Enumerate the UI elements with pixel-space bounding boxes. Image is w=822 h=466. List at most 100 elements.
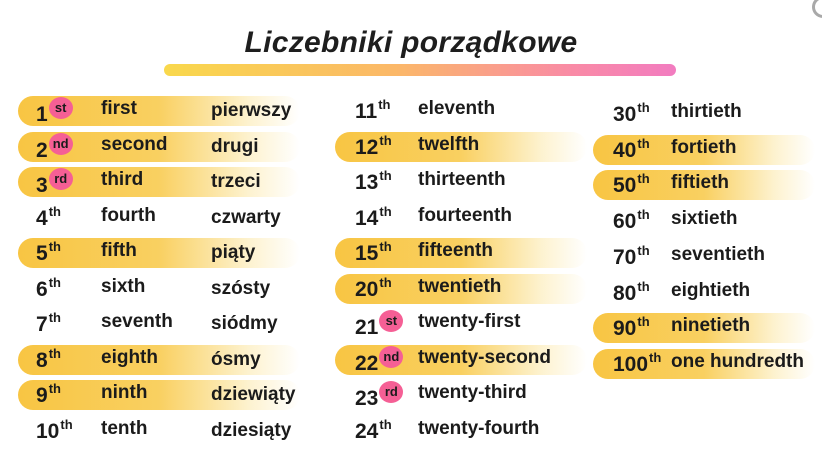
english-word: twentieth [418,275,502,297]
suffix-dot-badge: st [48,97,73,119]
row-highlight [593,170,815,201]
english-word: twenty-third [418,382,527,403]
ordinal-number: 5th [36,239,61,266]
ordinal-number: 11th [355,97,390,124]
polish-word: pierwszy [211,100,292,121]
ordinal-number: 70th [613,243,650,270]
english-word: twenty-first [418,311,521,332]
ordinal-row: 24th twenty-fourth [335,416,587,446]
ordinal-suffix: th [379,274,392,290]
ordinal-digits: 15 [355,242,379,265]
ordinal-number: 80th [613,279,650,306]
ordinal-row: 80th eightieth [593,278,815,308]
polish-word: szósty [211,277,271,299]
english-word: second [101,133,168,155]
ordinal-row: 90th ninetieth [593,313,815,344]
english-word: thirtieth [671,101,742,122]
ordinal-suffix: th [637,242,650,258]
suffix-dot-badge: st [379,310,404,332]
polish-word: dziewiąty [211,384,296,405]
ordinal-digits: 90 [613,317,637,341]
ordinal-suffix: th [637,171,650,187]
ordinal-digits: 4 [36,206,48,230]
ordinal-digits: 23 [355,387,379,410]
english-word: ninetieth [671,315,751,337]
ordinal-number: 10th [36,417,73,444]
ordinal-number: 100th [613,350,661,377]
english-word: eighth [101,346,158,368]
ordinal-row: 13th thirteenth [335,167,587,197]
english-word: one hundredth [671,350,804,372]
ordinal-suffix: nd [379,345,404,368]
ordinal-suffix: th [379,416,392,432]
ordinal-suffix: rd [379,381,404,403]
ordinal-number: 90th [613,314,650,341]
ordinal-suffix: th [649,349,662,365]
english-word: third [101,169,144,190]
ordinal-row: 60th sixtieth [593,206,815,236]
ordinal-suffix: rd [48,168,73,190]
ordinal-number: 8th [36,346,61,373]
ordinal-number: 4th [36,204,61,231]
ordinal-suffix: th [379,239,392,254]
ordinal-suffix: th [637,135,650,151]
ordinal-digits: 1 [36,103,48,126]
row-highlight [18,238,300,268]
english-word: tenth [101,417,148,439]
corner-circle-icon [812,0,822,18]
suffix-dot-badge: rd [48,168,73,190]
row-highlight [335,131,587,162]
ordinal-digits: 40 [613,138,637,162]
ordinal-digits: 24 [355,419,379,443]
ordinal-row: 8th eighth ósmy [18,344,300,375]
english-word: seventieth [671,243,765,265]
polish-word: drugi [211,135,259,157]
ordinal-suffix: th [637,100,650,115]
english-word: thirteenth [418,169,506,190]
ordinal-suffix: th [48,239,61,254]
row-highlight [593,134,815,165]
ordinal-row: 40th fortieth [593,134,815,165]
english-word: eleventh [418,98,496,119]
row-highlight [335,238,587,268]
english-word: fourteenth [418,204,512,226]
ordinal-row: 100th one hundredth [593,348,815,379]
english-word: eightieth [671,279,751,301]
ordinal-row: 50th fiftieth [593,170,815,201]
ordinal-number: 15th [355,239,392,266]
english-word: fifth [101,240,137,261]
ordinal-digits: 2 [36,138,48,162]
row-highlight [593,313,815,344]
english-word: seventh [101,311,173,332]
ordinal-row: 70th seventieth [593,242,815,272]
ordinal-row: 7th seventh siódmy [18,309,300,339]
ordinal-number: 9th [36,381,61,408]
ordinal-digits: 22 [355,351,379,375]
english-word: twelfth [418,133,480,155]
ordinal-digits: 60 [613,210,637,234]
ordinal-suffix: th [48,310,61,325]
english-word: first [101,98,137,119]
polish-word: siódmy [211,313,278,334]
ordinal-number: 20th [355,275,392,302]
ordinal-number: 6th [36,275,61,302]
page-title: Liczebniki porządkowe [244,26,578,59]
english-word: twenty-second [418,346,552,368]
ordinal-suffix: th [379,132,392,148]
english-word: fiftieth [671,172,730,194]
ordinal-suffix: th [637,314,650,330]
polish-word: trzeci [211,171,261,192]
ordinal-suffix: th [48,345,61,361]
ordinal-digits: 11 [355,100,378,123]
ordinal-suffix: th [637,207,650,223]
ordinal-digits: 5 [36,242,48,265]
ordinal-row: 6th sixth szósty [18,274,300,304]
ordinal-suffix: th [378,97,391,112]
ordinal-number: 13th [355,168,392,195]
ordinal-digits: 8 [36,348,48,372]
ordinal-row: 11th eleventh [335,96,587,126]
